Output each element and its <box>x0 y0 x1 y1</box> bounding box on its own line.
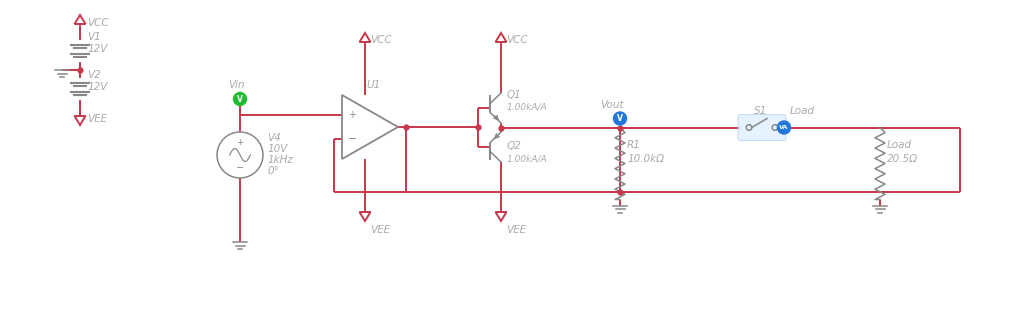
Text: V: V <box>238 95 243 104</box>
Text: Vin: Vin <box>228 80 245 90</box>
Text: 0°: 0° <box>267 166 279 176</box>
Text: U1: U1 <box>366 80 380 90</box>
Text: 1.00kA/A: 1.00kA/A <box>507 103 548 112</box>
Text: 12V: 12V <box>87 44 108 54</box>
Text: Load: Load <box>790 105 815 116</box>
Text: VCC: VCC <box>87 18 109 28</box>
Text: +: + <box>348 110 356 120</box>
Text: +: + <box>237 138 244 147</box>
Text: 10V: 10V <box>267 144 288 154</box>
Text: 10.0kΩ: 10.0kΩ <box>627 153 664 163</box>
Text: V2: V2 <box>87 70 100 80</box>
Text: 1.00kA/A: 1.00kA/A <box>507 154 548 163</box>
Text: 1kHz: 1kHz <box>267 155 293 165</box>
Text: Vout: Vout <box>600 100 624 109</box>
Text: VEE: VEE <box>506 225 526 235</box>
Text: V: V <box>617 114 623 123</box>
Text: S1: S1 <box>754 105 767 116</box>
Text: 20.5Ω: 20.5Ω <box>887 153 918 163</box>
Circle shape <box>613 112 627 125</box>
Text: −: − <box>236 163 244 173</box>
FancyBboxPatch shape <box>738 114 786 140</box>
Text: VEE: VEE <box>370 225 390 235</box>
Text: 12V: 12V <box>87 82 108 92</box>
Text: Load: Load <box>887 140 912 149</box>
Text: VCC: VCC <box>506 35 527 45</box>
Circle shape <box>233 92 247 105</box>
Text: −: − <box>348 134 357 144</box>
Text: Q1: Q1 <box>507 90 522 100</box>
Circle shape <box>777 121 791 134</box>
Text: Q2: Q2 <box>507 141 522 151</box>
Text: V1: V1 <box>87 32 100 42</box>
Text: R1: R1 <box>627 140 641 149</box>
Text: VEE: VEE <box>87 114 108 124</box>
Text: VA: VA <box>779 125 788 130</box>
Text: VCC: VCC <box>370 35 391 45</box>
Text: V4: V4 <box>267 133 281 143</box>
